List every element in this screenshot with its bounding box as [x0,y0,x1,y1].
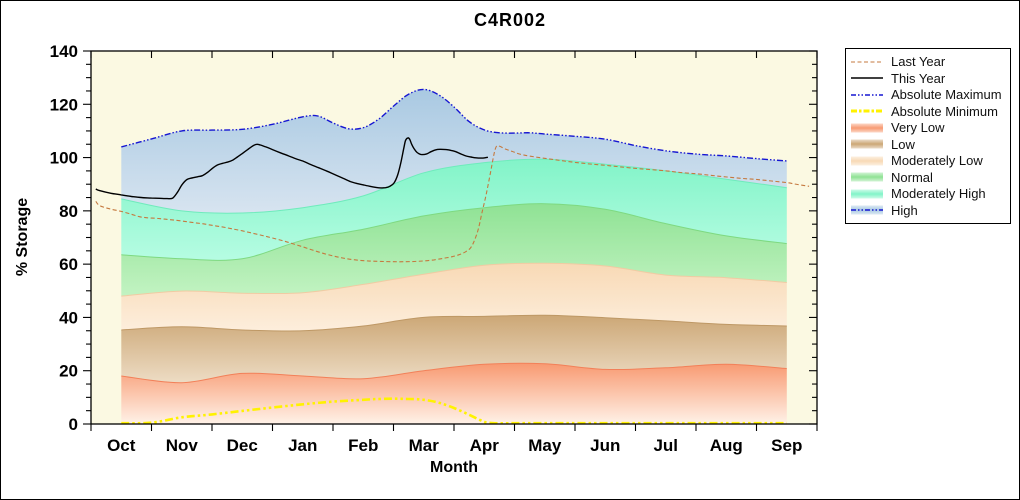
legend-label: Low [891,136,915,152]
band-edge-moderately-low [121,262,787,297]
legend-swatch-this-year [851,77,883,79]
x-tick-label: Feb [348,436,378,455]
plot-frame [90,50,818,425]
x-tick-label: Oct [107,436,136,455]
legend-item-this-year: This Year [850,71,1006,86]
y-tick-label: 80 [59,202,78,221]
x-tick-label: Jan [288,436,317,455]
legend-label: Last Year [891,54,946,69]
legend-item-absolute-maximum: Absolute Maximum [850,87,1006,102]
line-last-year [95,145,810,263]
legend: Last Year This Year Absolute Maximum Absolu… [845,48,1011,224]
x-tick-label: Dec [227,436,258,455]
legend-label: This Year [891,70,946,86]
legend-swatch-very-low [851,123,883,133]
y-tick-label: 60 [59,255,78,274]
band-area-moderately-low [121,263,787,332]
line-absolute-minimum [121,397,787,424]
legend-label: Moderately High [891,186,986,202]
legend-swatch-absolute-minimum [851,109,883,113]
band-edge-very-low [121,362,787,384]
legend-swatch-low [851,139,883,149]
legend-label: Moderately Low [891,153,983,169]
y-axis-labels: 0 20 40 60 80 100 120 140 [50,42,78,434]
legend-item-high: High [850,203,1006,218]
y-tick-label: 20 [59,362,78,381]
band-area-low [121,315,787,383]
legend-swatch-moderately-low [851,156,883,166]
legend-item-last-year: Last Year [850,54,1006,69]
legend-item-moderately-low: Moderately Low [850,153,1006,168]
legend-item-normal: Normal [850,170,1006,185]
y-tick-label: 100 [50,149,78,168]
legend-item-absolute-minimum: Absolute Minimum [850,104,1006,119]
legend-swatch-moderately-high [851,189,883,199]
legend-item-low: Low [850,137,1006,152]
x-axis-labels: Oct Nov Dec Jan Feb Mar Apr May Jun Jul Aug Sep [107,436,802,455]
x-tick-label: May [528,436,562,455]
band-area-normal [121,203,787,297]
x-tick-label: Sep [771,436,802,455]
x-tick-label: Mar [409,436,440,455]
x-tick-label: Nov [166,436,199,455]
legend-label: High [891,202,918,218]
y-tick-label: 40 [59,308,78,327]
line-this-year [95,137,489,200]
x-tick-label: Aug [710,436,743,455]
legend-swatch-last-year [851,60,883,63]
chart-title: C4R002 [473,10,547,30]
line-absolute-maximum [121,88,787,162]
legend-item-very-low: Very Low [850,120,1006,135]
band-area-very-low [121,363,787,424]
band-edge-low [121,314,787,332]
x-tick-label: Apr [470,436,500,455]
x-tick-label: Jul [653,436,678,455]
legend-label: Very Low [891,120,945,136]
y-tick-label: 0 [69,415,78,434]
band-edge-normal [121,203,787,261]
legend-swatch-absolute-maximum [851,93,883,96]
x-axis-title: Month [430,459,478,476]
y-tick-label: 140 [50,42,78,61]
y-tick-label: 120 [50,95,78,114]
legend-label: Normal [891,169,933,185]
plot-content [95,88,810,424]
legend-label: Absolute Maximum [891,87,1002,103]
legend-swatch-normal [851,172,883,182]
x-tick-label: Jun [590,436,620,455]
legend-item-moderately-high: Moderately High [850,186,1006,201]
legend-label: Absolute Minimum [891,103,998,119]
y-axis-title: % Storage [14,197,31,277]
band-area-moderately-high [121,159,787,261]
legend-swatch-high [851,205,883,215]
